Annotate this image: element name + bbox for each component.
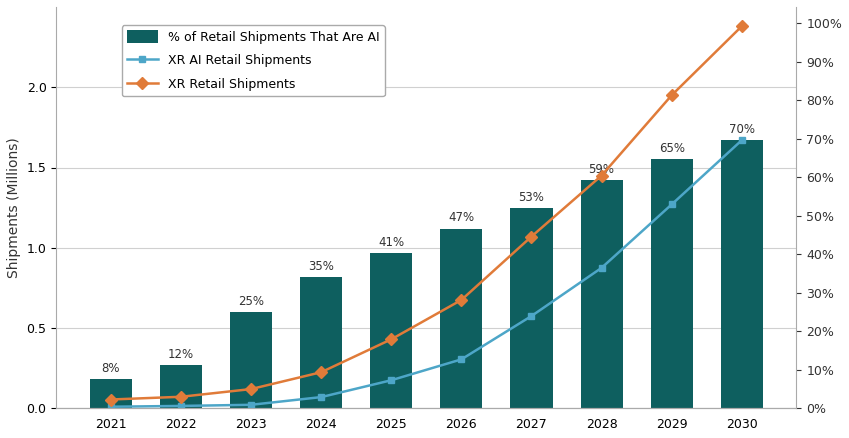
- XR Retail Shipments: [246, 386, 256, 392]
- XR Retail Shipments: [176, 394, 186, 399]
- Text: 12%: 12%: [168, 348, 194, 361]
- Text: 70%: 70%: [728, 123, 755, 136]
- Text: 35%: 35%: [308, 260, 335, 273]
- XR Retail Shipments: [666, 92, 677, 98]
- Bar: [90, 379, 132, 408]
- Bar: [441, 229, 482, 408]
- XR AI Retail Shipments: [176, 403, 186, 409]
- XR AI Retail Shipments: [526, 313, 537, 318]
- XR AI Retail Shipments: [456, 357, 466, 362]
- XR AI Retail Shipments: [316, 395, 326, 400]
- XR Retail Shipments: [737, 24, 747, 29]
- Text: 47%: 47%: [448, 212, 475, 225]
- Y-axis label: Shipments (Millions): Shipments (Millions): [7, 137, 21, 278]
- Text: 41%: 41%: [378, 236, 404, 249]
- Bar: [370, 253, 413, 408]
- Bar: [230, 312, 273, 408]
- Text: 25%: 25%: [238, 295, 264, 308]
- XR AI Retail Shipments: [386, 378, 396, 383]
- Bar: [301, 277, 342, 408]
- Line: XR AI Retail Shipments: XR AI Retail Shipments: [108, 137, 745, 410]
- Bar: [650, 159, 693, 408]
- Text: 65%: 65%: [659, 142, 684, 155]
- XR AI Retail Shipments: [106, 404, 116, 410]
- Text: 59%: 59%: [588, 163, 615, 177]
- XR AI Retail Shipments: [597, 265, 607, 271]
- Text: 53%: 53%: [519, 191, 544, 204]
- XR AI Retail Shipments: [246, 402, 256, 407]
- XR Retail Shipments: [316, 370, 326, 375]
- XR AI Retail Shipments: [666, 202, 677, 207]
- Bar: [510, 208, 553, 408]
- XR Retail Shipments: [526, 234, 537, 239]
- Bar: [581, 180, 622, 408]
- Text: 8%: 8%: [102, 362, 121, 375]
- XR Retail Shipments: [106, 397, 116, 402]
- XR Retail Shipments: [597, 173, 607, 178]
- Legend: % of Retail Shipments That Are AI, XR AI Retail Shipments, XR Retail Shipments: % of Retail Shipments That Are AI, XR AI…: [121, 25, 385, 96]
- XR Retail Shipments: [386, 337, 396, 342]
- XR Retail Shipments: [456, 297, 466, 303]
- XR AI Retail Shipments: [737, 138, 747, 143]
- Bar: [160, 365, 202, 408]
- Line: XR Retail Shipments: XR Retail Shipments: [107, 22, 746, 404]
- Bar: [721, 140, 762, 408]
